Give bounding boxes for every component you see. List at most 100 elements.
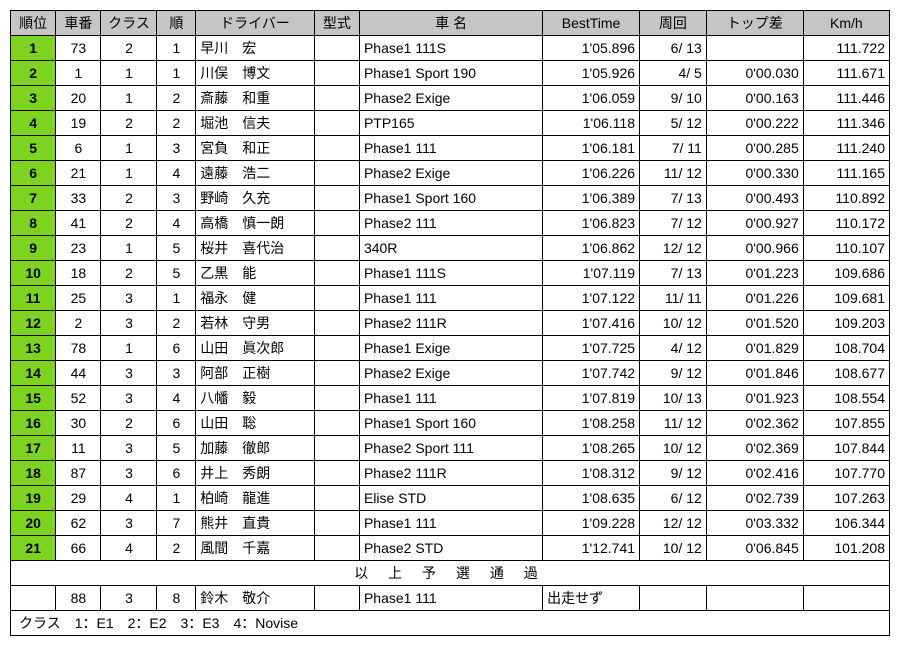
cell-gap: 0'00.927 xyxy=(706,211,803,236)
cell-lap: 10/ 12 xyxy=(640,311,707,336)
cell-order: 2 xyxy=(157,111,196,136)
cell-rank: 20 xyxy=(11,511,56,536)
cell-carname: Phase1 111 xyxy=(359,136,542,161)
cell-best: 出走せず xyxy=(543,586,640,611)
cell-lap: 11/ 12 xyxy=(640,161,707,186)
cell-rank: 4 xyxy=(11,111,56,136)
cell-gap: 0'01.846 xyxy=(706,361,803,386)
cell-gap: 0'02.739 xyxy=(706,486,803,511)
cell-rank: 6 xyxy=(11,161,56,186)
cell-carname: Phase1 Exige xyxy=(359,336,542,361)
cell-kmh: 107.263 xyxy=(803,486,889,511)
table-row: 163026山田 聡Phase1 Sport 1601'08.25811/ 12… xyxy=(11,411,890,436)
cell-gap: 0'01.829 xyxy=(706,336,803,361)
cell-type xyxy=(314,136,359,161)
cell-class: 2 xyxy=(101,186,157,211)
cell-lap xyxy=(640,586,707,611)
cell-carname: Phase2 111R xyxy=(359,311,542,336)
header-type: 型式 xyxy=(314,11,359,36)
cell-kmh: 111.165 xyxy=(803,161,889,186)
cell-rank: 10 xyxy=(11,261,56,286)
cell-kmh: 101.208 xyxy=(803,536,889,561)
cell-rank: 7 xyxy=(11,186,56,211)
cell-gap: 0'02.369 xyxy=(706,436,803,461)
cell-lap: 10/ 12 xyxy=(640,536,707,561)
cell-type xyxy=(314,286,359,311)
table-row: 73323野崎 久充Phase1 Sport 1601'06.3897/ 130… xyxy=(11,186,890,211)
cell-best: 1'08.312 xyxy=(543,461,640,486)
cell-lap: 9/ 12 xyxy=(640,361,707,386)
cell-best: 1'06.059 xyxy=(543,86,640,111)
cell-order: 8 xyxy=(157,586,196,611)
cell-order: 1 xyxy=(157,36,196,61)
cell-order: 2 xyxy=(157,86,196,111)
cell-driver: 野崎 久充 xyxy=(196,186,314,211)
header-best: BestTime xyxy=(543,11,640,36)
cell-carno: 1 xyxy=(56,61,101,86)
cell-lap: 10/ 12 xyxy=(640,436,707,461)
cell-gap: 0'02.416 xyxy=(706,461,803,486)
cell-lap: 9/ 12 xyxy=(640,461,707,486)
cell-rank: 5 xyxy=(11,136,56,161)
cell-class: 3 xyxy=(101,461,157,486)
cell-gap: 0'01.226 xyxy=(706,286,803,311)
cell-rank: 8 xyxy=(11,211,56,236)
cell-order: 3 xyxy=(157,136,196,161)
header-order: 順 xyxy=(157,11,196,36)
cell-class: 1 xyxy=(101,86,157,111)
header-carname: 車 名 xyxy=(359,11,542,36)
cell-driver: 八幡 毅 xyxy=(196,386,314,411)
cell-carname: Phase2 Exige xyxy=(359,361,542,386)
cell-best: 1'06.118 xyxy=(543,111,640,136)
cell-lap: 7/ 12 xyxy=(640,211,707,236)
cell-class: 2 xyxy=(101,211,157,236)
cell-driver: 風間 千嘉 xyxy=(196,536,314,561)
cell-order: 5 xyxy=(157,436,196,461)
header-driver: ドライバー xyxy=(196,11,314,36)
table-row: 5613宮負 和正Phase1 1111'06.1817/ 110'00.285… xyxy=(11,136,890,161)
cell-type xyxy=(314,536,359,561)
cell-type xyxy=(314,261,359,286)
cell-class: 1 xyxy=(101,161,157,186)
cell-class: 2 xyxy=(101,411,157,436)
cell-lap: 6/ 12 xyxy=(640,486,707,511)
cell-rank: 3 xyxy=(11,86,56,111)
cell-driver: 早川 宏 xyxy=(196,36,314,61)
cell-class: 1 xyxy=(101,61,157,86)
class-legend-text: クラス 1：E1 2：E2 3：E3 4：Novise xyxy=(11,611,890,636)
cell-lap: 6/ 13 xyxy=(640,36,707,61)
cell-kmh: 110.892 xyxy=(803,186,889,211)
cell-class: 1 xyxy=(101,236,157,261)
cell-carno: 2 xyxy=(56,311,101,336)
cell-type xyxy=(314,161,359,186)
cell-class: 3 xyxy=(101,361,157,386)
cell-rank: 12 xyxy=(11,311,56,336)
cell-type xyxy=(314,111,359,136)
cell-class: 2 xyxy=(101,36,157,61)
table-row: 62114遠藤 浩二Phase2 Exige1'06.22611/ 120'00… xyxy=(11,161,890,186)
cell-class: 4 xyxy=(101,536,157,561)
cell-driver: 山田 聡 xyxy=(196,411,314,436)
cell-best: 1'12.741 xyxy=(543,536,640,561)
header-lap: 周回 xyxy=(640,11,707,36)
cell-best: 1'09.228 xyxy=(543,511,640,536)
class-legend-row: クラス 1：E1 2：E2 3：E3 4：Novise xyxy=(11,611,890,636)
table-row: 206237熊井 直貴Phase1 1111'09.22812/ 120'03.… xyxy=(11,511,890,536)
cell-order: 6 xyxy=(157,411,196,436)
cell-kmh: 107.844 xyxy=(803,436,889,461)
cell-type xyxy=(314,511,359,536)
cell-rank xyxy=(11,586,56,611)
cell-lap: 9/ 10 xyxy=(640,86,707,111)
cell-rank: 18 xyxy=(11,461,56,486)
cell-carno: 73 xyxy=(56,36,101,61)
table-row: 171135加藤 徹郎Phase2 Sport 1111'08.26510/ 1… xyxy=(11,436,890,461)
cell-driver: 福永 健 xyxy=(196,286,314,311)
cell-driver: 遠藤 浩二 xyxy=(196,161,314,186)
cell-carname: Elise STD xyxy=(359,486,542,511)
cell-order: 6 xyxy=(157,461,196,486)
cell-driver: 鈴木 敬介 xyxy=(196,586,314,611)
cell-kmh: 110.107 xyxy=(803,236,889,261)
cell-order: 1 xyxy=(157,61,196,86)
table-row: 155234八幡 毅Phase1 1111'07.81910/ 130'01.9… xyxy=(11,386,890,411)
cell-rank: 21 xyxy=(11,536,56,561)
